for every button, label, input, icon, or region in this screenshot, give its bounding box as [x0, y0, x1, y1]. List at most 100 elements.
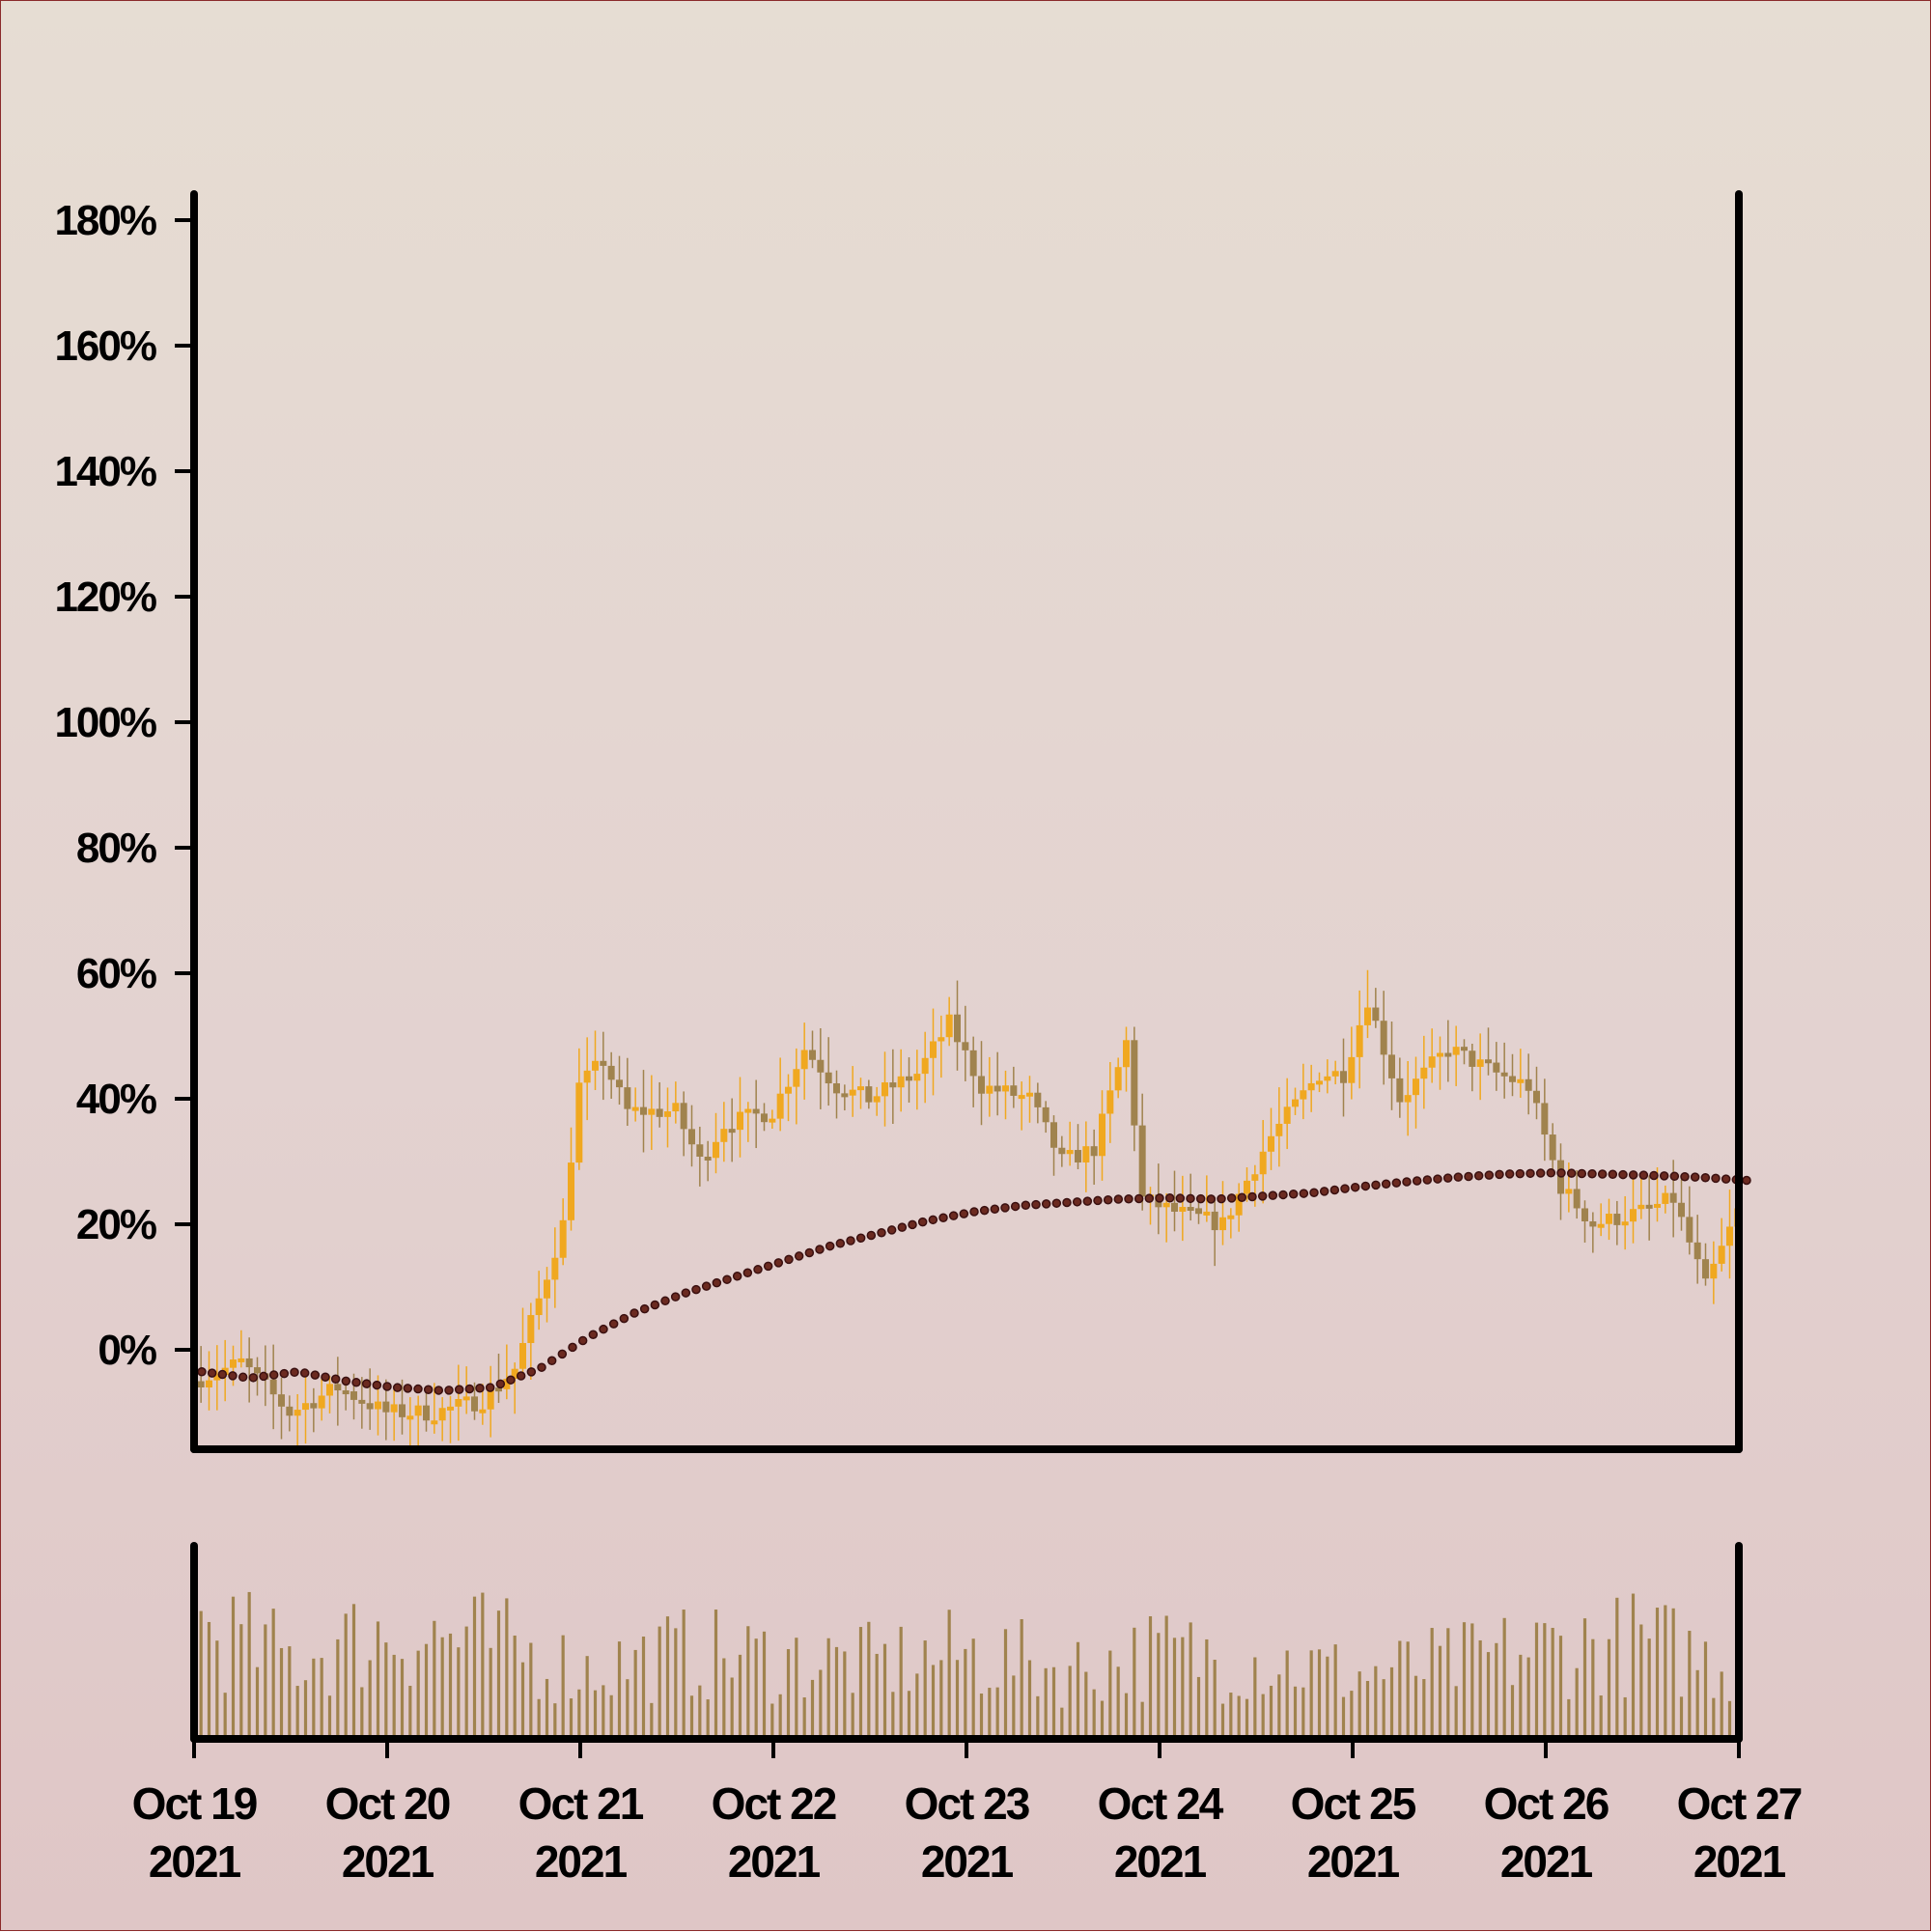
volume-bar [1003, 1629, 1008, 1735]
volume-bar [320, 1658, 323, 1735]
moving-average-point [619, 1313, 630, 1324]
candle-body [294, 1410, 301, 1416]
candle-body [213, 1375, 221, 1381]
moving-average-point [444, 1386, 454, 1395]
volume-bar [1438, 1645, 1442, 1735]
volume-bar [1027, 1660, 1032, 1735]
candle-body [519, 1342, 526, 1369]
volume-bar [1237, 1695, 1241, 1735]
volume-bar [995, 1687, 999, 1735]
candle-body [206, 1380, 212, 1387]
x-tick-year-label: 2021 [342, 1836, 434, 1887]
moving-average-point [382, 1382, 392, 1391]
candle-body [390, 1404, 398, 1413]
moving-average-point [948, 1211, 959, 1220]
x-axis-ticks [192, 1739, 1741, 1758]
candle-body [414, 1405, 422, 1416]
volume-bar [1245, 1698, 1249, 1735]
candle-body [269, 1379, 277, 1395]
candle-body [785, 1086, 792, 1094]
candle-body [616, 1079, 623, 1088]
candle-body [800, 1050, 808, 1070]
candle-body [1437, 1052, 1443, 1057]
moving-average-point [1133, 1193, 1144, 1204]
y-tick-label: 20% [76, 1201, 156, 1248]
volume-bar [1679, 1696, 1684, 1735]
candle-body [471, 1396, 478, 1412]
volume-bar [1181, 1637, 1185, 1735]
volume-bar [923, 1640, 927, 1735]
moving-average-point [855, 1233, 866, 1244]
y-tick-label: 80% [76, 825, 156, 872]
moving-average-point [1587, 1168, 1597, 1179]
x-tick-label: Oct 20 [325, 1778, 450, 1829]
candle-body [873, 1096, 881, 1103]
candle-body [776, 1093, 784, 1119]
candle-body [793, 1069, 800, 1087]
candle-body [399, 1404, 406, 1417]
volume-bar [1534, 1622, 1539, 1735]
candle-body [1573, 1189, 1581, 1209]
moving-average-point [701, 1281, 712, 1291]
moving-average-point [1649, 1170, 1659, 1181]
volume-bar [1020, 1618, 1023, 1735]
moving-average-point [825, 1241, 835, 1251]
candle-body [1300, 1090, 1307, 1100]
volume-bar [223, 1693, 227, 1735]
candle-body [1259, 1151, 1267, 1175]
moving-average-point [1473, 1171, 1484, 1181]
candle-body [278, 1394, 285, 1407]
volume-bar [312, 1658, 316, 1735]
candle-body [366, 1403, 374, 1410]
x-tick-year-label: 2021 [149, 1836, 241, 1887]
volume-bar [1172, 1638, 1177, 1735]
moving-average-point [361, 1379, 372, 1388]
volume-bar [1389, 1666, 1394, 1735]
moving-average-point [804, 1247, 815, 1258]
volume-bar [1076, 1641, 1080, 1735]
volume-bar [738, 1654, 742, 1735]
moving-average-point [1010, 1201, 1021, 1212]
volume-bar [754, 1638, 758, 1735]
candle-body [857, 1086, 864, 1091]
moving-average-point [310, 1370, 321, 1380]
candle-body [568, 1162, 574, 1220]
volume-bar [891, 1692, 895, 1735]
candle-body [696, 1144, 704, 1157]
moving-average-point [1226, 1193, 1237, 1203]
candle-body [1686, 1217, 1693, 1243]
moving-average-point [650, 1300, 660, 1310]
candle-body [1525, 1078, 1532, 1091]
moving-average-point [1093, 1195, 1103, 1206]
volume-bar [882, 1643, 887, 1735]
moving-average-point [1700, 1172, 1711, 1183]
candle-body [624, 1087, 631, 1109]
volume-bar [1277, 1674, 1281, 1735]
moving-average-point [908, 1219, 917, 1230]
volume-bar [1036, 1695, 1040, 1735]
moving-average-point [1525, 1168, 1535, 1179]
moving-average-point [670, 1292, 681, 1302]
moving-average-point [1535, 1168, 1546, 1178]
candle-body [1123, 1040, 1130, 1068]
volume-bar [360, 1687, 364, 1735]
moving-average-point [835, 1239, 846, 1248]
volume-bar [1703, 1641, 1708, 1735]
candle-body [978, 1076, 985, 1094]
candle-body [882, 1082, 888, 1097]
volume-bar [1582, 1618, 1587, 1735]
volume-bar [1213, 1660, 1217, 1735]
moving-average-point [846, 1236, 855, 1246]
volume-bar [746, 1626, 750, 1735]
candle-body [1549, 1134, 1556, 1161]
volume-bar [1285, 1650, 1289, 1735]
volume-bar [674, 1628, 678, 1735]
moving-average-point [691, 1284, 701, 1295]
volume-bar [795, 1638, 798, 1735]
moving-average-point [238, 1372, 248, 1383]
volume-bar [770, 1703, 774, 1735]
volume-bar [689, 1695, 694, 1735]
volume-bar [633, 1649, 637, 1735]
volume-bar [1502, 1617, 1506, 1735]
candle-body [1565, 1189, 1573, 1194]
